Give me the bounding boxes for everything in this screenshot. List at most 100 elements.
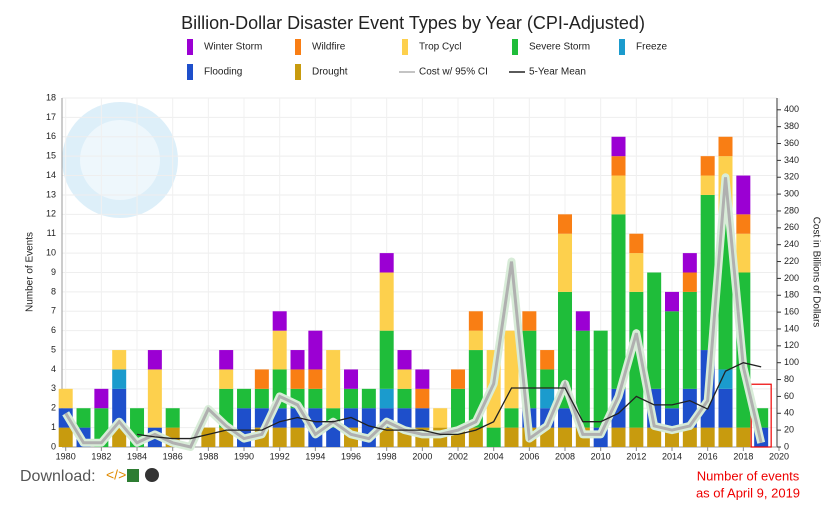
- x-tick-label: 2002: [448, 451, 468, 461]
- y2-tick-label: 300: [784, 188, 799, 198]
- bar-segment: [308, 388, 323, 409]
- annotation: Number of events: [697, 468, 800, 483]
- bar-segment: [379, 272, 394, 331]
- bar-segment: [700, 156, 715, 176]
- image-icon[interactable]: [145, 468, 159, 482]
- bar-segment: [665, 291, 680, 312]
- y2-tick-label: 140: [784, 323, 799, 333]
- bar-segment: [254, 388, 269, 409]
- bar-segment: [379, 253, 394, 273]
- bar-segment: [415, 388, 430, 409]
- y-tick-label: 0: [51, 441, 56, 451]
- y-tick-label: 2: [51, 403, 56, 413]
- legend-swatch: [619, 39, 625, 55]
- bar-segment: [486, 427, 501, 447]
- bar-segment: [308, 369, 323, 389]
- y2-tick-label: 180: [784, 290, 799, 300]
- legend-swatch: [512, 39, 518, 55]
- bar-segment: [647, 272, 662, 389]
- y-tick-label: 7: [51, 306, 56, 316]
- bar-segment: [379, 330, 394, 389]
- bar-segment: [272, 427, 287, 447]
- bar-segment: [682, 272, 697, 292]
- bar-segment: [593, 330, 608, 428]
- x-tick-label: 2004: [484, 451, 504, 461]
- x-tick-label: 2020: [769, 451, 789, 461]
- bar-segment: [504, 427, 519, 447]
- bar-segment: [165, 408, 180, 428]
- bar-segment: [611, 136, 626, 157]
- y2-tick-label: 60: [784, 391, 794, 401]
- bar-segment: [272, 330, 287, 370]
- y-tick-label: 12: [46, 209, 56, 219]
- bar-segment: [379, 388, 394, 409]
- y-tick-label: 5: [51, 344, 56, 354]
- x-tick-label: 2014: [662, 451, 682, 461]
- bar-segment: [629, 291, 644, 428]
- y2-tick-label: 220: [784, 256, 799, 266]
- bar-segment: [468, 311, 483, 331]
- legend-label: Flooding: [204, 67, 242, 78]
- y-tick-label: 3: [51, 383, 56, 393]
- legend-label: Winter Storm: [204, 42, 262, 53]
- bar-segment: [700, 175, 715, 195]
- y-tick-label: 17: [46, 112, 56, 122]
- x-tick-label: 1998: [377, 451, 397, 461]
- bar-segment: [718, 136, 733, 157]
- bar-segment: [611, 156, 626, 176]
- bar-segment: [558, 233, 573, 292]
- y-tick-label: 8: [51, 286, 56, 296]
- legend-label: Wildfire: [312, 42, 346, 53]
- bar-segment: [558, 291, 573, 409]
- bar-segment: [665, 408, 680, 428]
- x-tick-label: 2012: [626, 451, 646, 461]
- y2-tick-label: 120: [784, 340, 799, 350]
- bar-segment: [290, 369, 305, 389]
- bar-segment: [451, 369, 466, 389]
- bar-segment: [629, 233, 644, 254]
- bar-segment: [558, 408, 573, 428]
- bar-segment: [219, 350, 234, 370]
- bar-segment: [290, 350, 305, 370]
- y2-tick-label: 320: [784, 172, 799, 182]
- bar-segment: [451, 388, 466, 428]
- y-axis-title: Number of Events: [25, 232, 36, 312]
- bar-segment: [647, 427, 662, 447]
- y-tick-label: 10: [46, 247, 56, 257]
- bar-segment: [344, 388, 359, 409]
- x-tick-label: 1988: [198, 451, 218, 461]
- bar-segment: [504, 330, 519, 409]
- excel-icon[interactable]: [127, 469, 139, 482]
- bar-segment: [558, 214, 573, 234]
- bar-segment: [397, 408, 412, 428]
- x-tick-label: 2006: [519, 451, 539, 461]
- x-tick-label: 1994: [305, 451, 325, 461]
- x-tick-label: 1982: [91, 451, 111, 461]
- bar-segment: [272, 311, 287, 331]
- bar-segment: [237, 388, 252, 409]
- y-tick-label: 18: [46, 92, 56, 102]
- bar-segment: [326, 427, 341, 447]
- x-tick-label: 2010: [591, 451, 611, 461]
- bar-segment: [147, 350, 162, 370]
- download-icons[interactable]: </>: [106, 467, 159, 483]
- y2-tick-label: 0: [784, 441, 789, 451]
- bar-segment: [415, 408, 430, 428]
- bar-segment: [629, 253, 644, 292]
- bar-segment: [718, 388, 733, 428]
- bar-segment: [94, 388, 109, 409]
- y2-tick-label: 80: [784, 374, 794, 384]
- x-tick-label: 1986: [163, 451, 183, 461]
- y-tick-label: 15: [46, 151, 56, 161]
- bar-segment: [361, 388, 376, 409]
- x-tick-label: 2000: [412, 451, 432, 461]
- chart-title: Billion-Dollar Disaster Event Types by Y…: [181, 13, 645, 33]
- y2-tick-label: 360: [784, 138, 799, 148]
- bar-segment: [611, 427, 626, 447]
- legend-label: Drought: [312, 67, 348, 78]
- y-tick-label: 1: [51, 422, 56, 432]
- y2-tick-label: 400: [784, 104, 799, 114]
- bar-segment: [326, 350, 341, 409]
- bar-segment: [575, 311, 590, 331]
- code-icon[interactable]: </>: [106, 467, 126, 483]
